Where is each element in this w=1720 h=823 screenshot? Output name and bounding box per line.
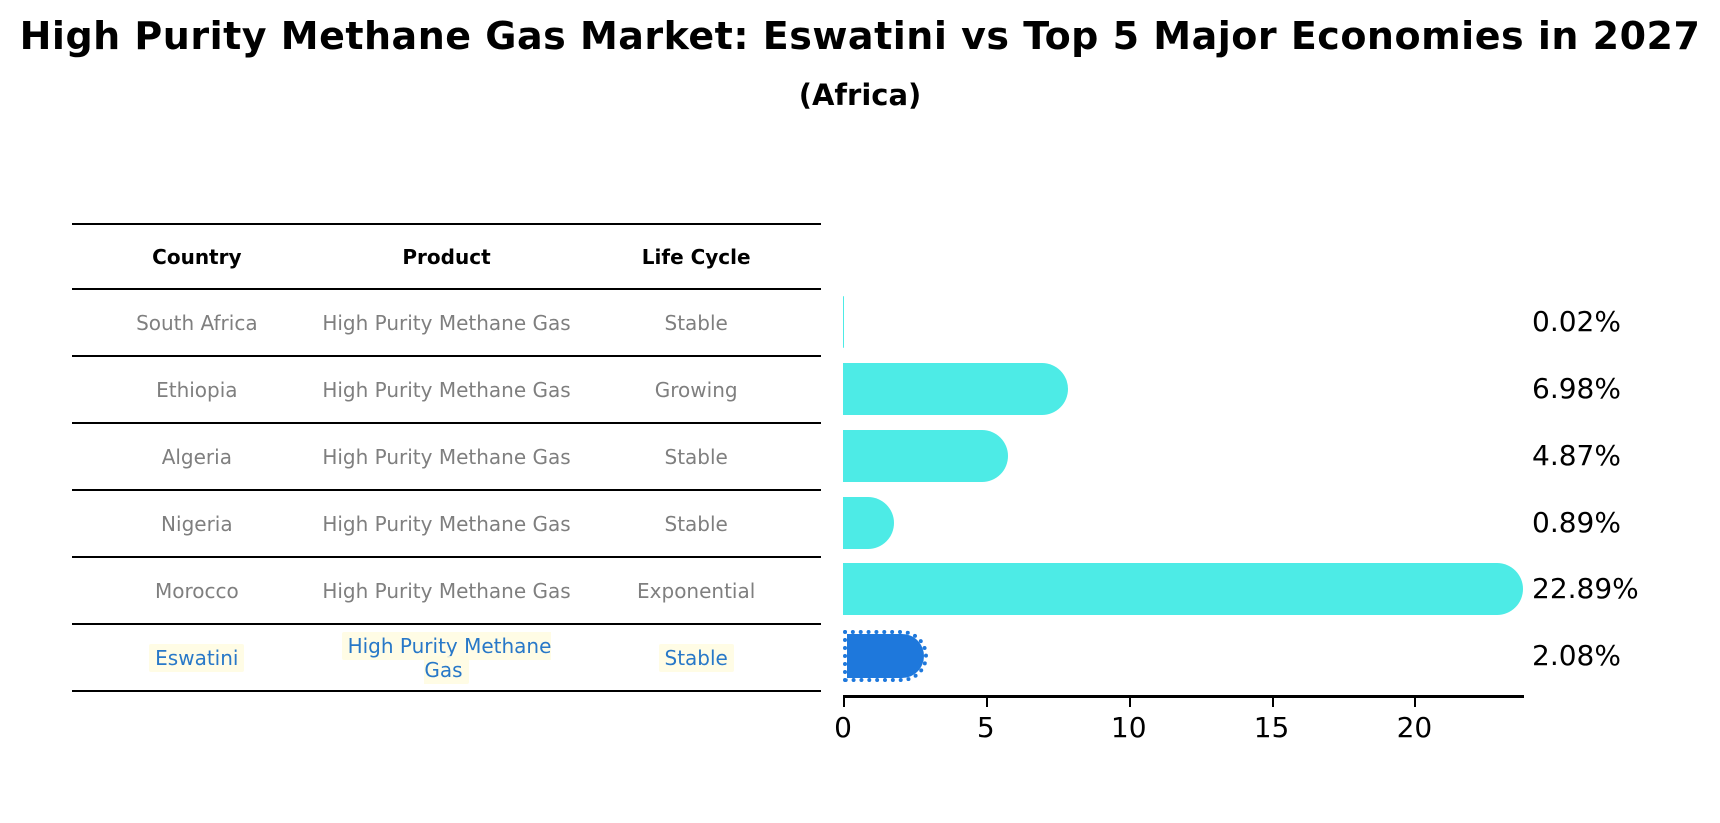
- x-axis-line: [843, 695, 1524, 698]
- country-cell: Nigeria: [161, 511, 233, 536]
- highlighted-text: Stable: [658, 643, 734, 672]
- country-cell: Algeria: [161, 444, 232, 469]
- value-label-ethiopia: 6.98%: [1532, 372, 1621, 405]
- x-axis-tick-label: 0: [834, 711, 852, 744]
- highlighted-text: High Purity Methane Gas: [341, 631, 552, 684]
- table-row-nigeria: Nigeria High Purity Methane Gas Stable: [72, 491, 821, 558]
- product-cell: High Purity Methane Gas: [322, 511, 571, 536]
- product-cell: High Purity Methane Gas: [322, 444, 571, 469]
- life-cycle-cell: Stable: [571, 643, 821, 672]
- product-cell: High Purity Methane Gas: [322, 631, 572, 684]
- table-row-algeria: Algeria High Purity Methane Gas Stable: [72, 424, 821, 491]
- bar-ethiopia: [843, 363, 1069, 415]
- table-row-morocco: Morocco High Purity Methane Gas Exponent…: [72, 558, 821, 625]
- table-row-ethiopia: Ethiopia High Purity Methane Gas Growing: [72, 357, 821, 424]
- value-label-algeria: 4.87%: [1532, 439, 1621, 472]
- product-cell: High Purity Methane Gas: [322, 377, 571, 402]
- value-label-south-africa: 0.02%: [1532, 305, 1621, 338]
- highlighted-text: Eswatini: [149, 643, 245, 672]
- chart-subtitle: (Africa): [798, 78, 922, 112]
- life-cycle-cell: Stable: [664, 444, 728, 469]
- life-cycle-cell: Stable: [664, 511, 728, 536]
- chart-title: High Purity Methane Gas Market: Eswatini…: [19, 14, 1701, 58]
- country-cell: Ethiopia: [156, 377, 238, 402]
- bar-south-africa: [843, 296, 844, 348]
- value-label-eswatini: 2.08%: [1532, 639, 1621, 672]
- column-header-country: Country: [152, 244, 242, 269]
- table-row-eswatini-highlighted: Eswatini High Purity Methane Gas Stable: [72, 625, 821, 692]
- bar-algeria: [843, 430, 1009, 482]
- x-axis-tick-label: 20: [1396, 711, 1433, 744]
- value-label-morocco: 22.89%: [1532, 572, 1639, 605]
- column-header-product: Product: [402, 244, 491, 269]
- x-axis-tick-label: 10: [1110, 711, 1147, 744]
- country-cell: South Africa: [136, 310, 258, 335]
- life-cycle-cell: Exponential: [637, 578, 756, 603]
- country-cell: Morocco: [154, 578, 239, 603]
- bar-morocco: [843, 563, 1523, 615]
- product-cell: High Purity Methane Gas: [322, 310, 571, 335]
- life-cycle-cell: Growing: [654, 377, 738, 402]
- product-cell: High Purity Methane Gas: [322, 578, 571, 603]
- column-header-life-cycle: Life Cycle: [641, 244, 751, 269]
- bar-nigeria: [843, 497, 895, 549]
- country-cell: Eswatini: [72, 643, 322, 672]
- x-axis-tick: [1414, 698, 1417, 707]
- x-axis-tick: [1128, 698, 1131, 707]
- x-axis-tick: [843, 698, 845, 707]
- table-header-row: Country Product Life Cycle: [72, 223, 821, 290]
- bar-eswatini-highlighted: [843, 630, 929, 682]
- value-label-nigeria: 0.89%: [1532, 506, 1621, 539]
- life-cycle-cell: Stable: [664, 310, 728, 335]
- table-row-south-africa: South Africa High Purity Methane Gas Sta…: [72, 290, 821, 357]
- x-axis-tick: [985, 698, 988, 707]
- country-table: Country Product Life Cycle South Africa …: [72, 223, 821, 692]
- x-axis-tick-label: 15: [1253, 711, 1290, 744]
- x-axis-tick-label: 5: [976, 711, 995, 744]
- x-axis-tick: [1271, 698, 1274, 707]
